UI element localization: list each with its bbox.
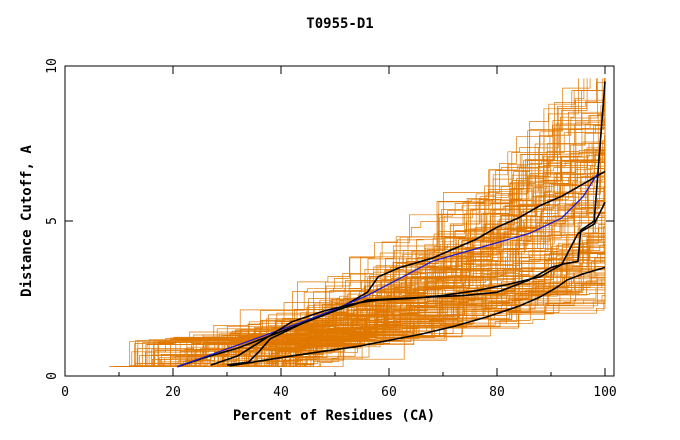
series-line-0 <box>177 170 606 368</box>
series-line-4 <box>229 266 606 367</box>
background-model-curve <box>244 246 605 368</box>
background-model-curve <box>115 286 606 368</box>
background-model-curve <box>258 215 605 368</box>
x-tick-label: 60 <box>381 385 397 400</box>
background-model-curve <box>132 78 585 368</box>
x-tick-label: 100 <box>593 385 616 400</box>
y-axis-title: Distance Cutoff, A <box>19 145 35 297</box>
background-model-curve <box>247 220 606 368</box>
background-model-curve <box>253 287 605 368</box>
x-tick-label: 0 <box>61 385 69 400</box>
background-model-curve <box>112 219 605 368</box>
y-tick-label: 10 <box>45 58 60 74</box>
background-model-curve <box>161 272 605 368</box>
background-model-curve <box>270 78 606 368</box>
background-model-curve <box>280 273 606 368</box>
series-line-1 <box>177 174 598 368</box>
background-model-curve <box>236 106 606 368</box>
background-model-curve <box>272 217 605 368</box>
background-model-curve <box>129 235 606 368</box>
background-model-curve <box>230 269 606 368</box>
background-model-curve <box>272 258 606 368</box>
background-model-curve <box>120 264 606 368</box>
background-model-curve <box>119 208 606 368</box>
background-model-curves <box>109 78 606 368</box>
y-tick-label: 5 <box>45 217 60 225</box>
background-model-curve <box>212 282 606 368</box>
background-model-curve <box>231 193 606 368</box>
y-tick-label: 0 <box>45 372 60 380</box>
chart-title: T0955-D1 <box>306 16 373 32</box>
plot-area <box>109 78 606 368</box>
background-model-curve <box>185 126 606 368</box>
x-tick-label: 80 <box>489 385 505 400</box>
background-model-curve <box>142 181 605 368</box>
background-model-curve <box>152 153 605 368</box>
background-model-curve <box>259 253 606 368</box>
axis-ticks: 0 20 40 60 80 100 0 5 10 <box>45 58 617 400</box>
background-model-curve <box>180 141 606 368</box>
background-model-curve <box>150 224 605 368</box>
x-tick-label: 20 <box>165 385 181 400</box>
x-axis-title: Percent of Residues (CA) <box>233 408 435 424</box>
x-tick-label: 40 <box>273 385 289 400</box>
background-model-curve <box>109 215 606 368</box>
series-line-3 <box>226 81 606 366</box>
background-model-curve <box>157 206 606 368</box>
background-model-curve <box>113 78 606 368</box>
background-model-curve <box>252 299 605 368</box>
background-model-curve <box>170 171 605 368</box>
